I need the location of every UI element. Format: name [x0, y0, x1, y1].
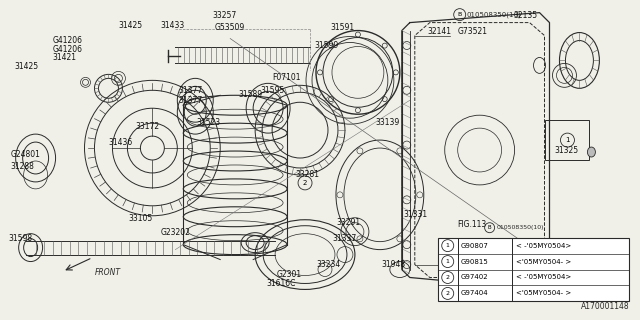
Ellipse shape	[588, 147, 595, 157]
Text: 2: 2	[445, 275, 450, 280]
Text: B: B	[458, 12, 462, 17]
Bar	[545, 120, 589, 160]
Text: 1: 1	[446, 259, 450, 264]
Text: 31425: 31425	[15, 62, 39, 71]
Text: 33172: 33172	[136, 122, 159, 131]
Text: 33139: 33139	[376, 118, 400, 127]
Text: 31288: 31288	[11, 162, 35, 171]
Text: < -'05MY0504>: < -'05MY0504>	[516, 275, 571, 281]
Text: 31599: 31599	[314, 41, 339, 50]
Text: 2: 2	[303, 180, 307, 186]
Text: FIG.113: FIG.113	[458, 220, 487, 229]
Text: 31589: 31589	[238, 90, 262, 99]
Text: FRONT: FRONT	[95, 268, 120, 276]
Text: 32141: 32141	[428, 27, 452, 36]
Text: G41206: G41206	[52, 44, 83, 53]
Text: <'05MY0504- >: <'05MY0504- >	[516, 259, 571, 265]
Text: G97404: G97404	[461, 291, 488, 296]
Text: F07101: F07101	[272, 73, 301, 82]
Text: 31331: 31331	[404, 210, 428, 219]
Text: G73521: G73521	[458, 27, 488, 36]
Text: 31616C: 31616C	[266, 279, 296, 288]
Text: 1: 1	[565, 137, 570, 143]
Text: < -'05MY0504>: < -'05MY0504>	[516, 243, 571, 249]
Text: 31377: 31377	[179, 96, 202, 105]
Text: 31421: 31421	[52, 53, 77, 62]
Text: 31433: 31433	[161, 20, 184, 30]
Text: G23202: G23202	[161, 228, 190, 237]
Text: G97402: G97402	[461, 275, 488, 281]
Text: 31436: 31436	[108, 138, 132, 147]
Text: 2: 2	[445, 291, 450, 296]
Text: 31523: 31523	[196, 118, 220, 127]
Text: 31591: 31591	[330, 23, 354, 32]
Text: <'05MY0504- >: <'05MY0504- >	[516, 291, 571, 296]
Text: 010508350(10): 010508350(10)	[467, 12, 522, 18]
Text: G24801: G24801	[11, 150, 40, 159]
Text: G90815: G90815	[461, 259, 488, 265]
Text: 32135: 32135	[513, 11, 538, 20]
Text: G53509: G53509	[214, 23, 244, 32]
Text: 31598: 31598	[9, 234, 33, 243]
Text: 31425: 31425	[118, 20, 143, 30]
Text: 1: 1	[446, 243, 450, 248]
Text: A170001148: A170001148	[580, 302, 629, 311]
Text: 31948: 31948	[382, 260, 406, 268]
Text: 31337: 31337	[332, 234, 356, 243]
Text: G90807: G90807	[461, 243, 488, 249]
Text: 33105: 33105	[129, 214, 153, 223]
Bar	[438, 238, 629, 301]
Text: 33291: 33291	[336, 218, 360, 227]
Text: G2301: G2301	[277, 269, 302, 278]
Text: G41206: G41206	[52, 36, 83, 44]
Text: 33281: 33281	[295, 170, 319, 179]
Text: 31595: 31595	[260, 86, 284, 95]
Text: B: B	[488, 225, 492, 230]
Text: 33234: 33234	[316, 260, 340, 268]
Text: 31377: 31377	[179, 86, 202, 95]
Text: 33257: 33257	[212, 11, 237, 20]
Text: 31325: 31325	[554, 146, 579, 155]
Text: 010508350(10): 010508350(10)	[497, 225, 544, 230]
